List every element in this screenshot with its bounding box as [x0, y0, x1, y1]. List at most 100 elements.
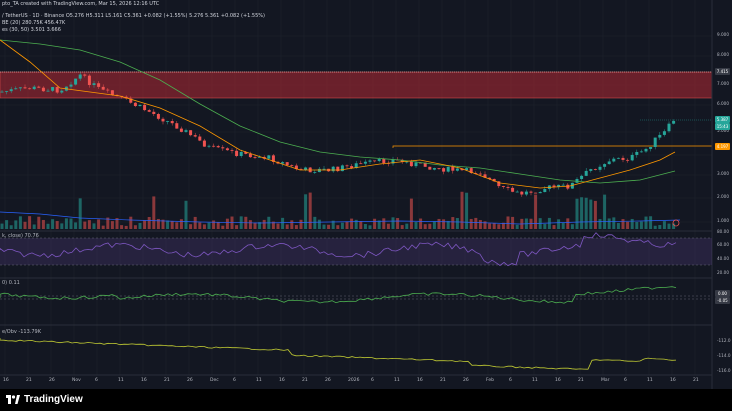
ma-legend[interactable]: es (30, 50) 3.501 3.666 [2, 27, 61, 33]
volume-bar [294, 225, 298, 229]
candle-body [667, 123, 671, 132]
candle-body [566, 184, 570, 189]
volume-bar [511, 216, 515, 229]
candle-body [212, 145, 216, 147]
rsi-legend[interactable]: k, close) 70.76 [2, 233, 39, 239]
candle-body [106, 89, 110, 91]
tradingview-logo-icon [6, 395, 20, 404]
volume-bar [603, 194, 607, 229]
candle-body [110, 90, 114, 95]
volume-bar [308, 192, 312, 229]
volume-bar [0, 223, 4, 229]
candle-body [391, 159, 395, 164]
tradingview-wordmark: TradingView [24, 394, 83, 405]
tradingview-logo[interactable]: TradingView [6, 394, 83, 405]
volume-bar [327, 224, 331, 229]
candle-body [97, 83, 101, 87]
date-label: 11 [532, 378, 538, 383]
volume-bar [336, 225, 340, 229]
volume-bar [83, 221, 87, 229]
candle-body [428, 166, 432, 170]
osc-line [0, 286, 677, 304]
volume-bar [478, 220, 482, 229]
candle-body [515, 191, 519, 193]
candle-body [497, 181, 501, 187]
candle-body [235, 150, 239, 156]
candle-body [414, 162, 418, 167]
symbol-ohlc-legend[interactable]: / TetherUS · 1D · Binance O5.276 H5.311 … [2, 13, 265, 19]
volume-bar [423, 224, 427, 229]
date-label: 26 [187, 378, 193, 383]
volume-bar [630, 218, 634, 229]
candle-body [626, 159, 630, 161]
candle-body [363, 161, 367, 164]
volume-bar [662, 221, 666, 229]
obv-line [0, 338, 677, 370]
volume-bar [635, 221, 639, 229]
candle-body [60, 90, 64, 93]
volume-bar [561, 222, 565, 229]
volume-bar [598, 219, 602, 229]
candle-body [14, 88, 18, 90]
volume-bar [285, 224, 289, 229]
level-price-tag: 4.197 [715, 143, 730, 150]
candle-body [465, 168, 469, 171]
candle-body [432, 168, 436, 170]
candle-body [405, 161, 409, 163]
date-label: 16 [141, 378, 147, 383]
candle-body [350, 166, 354, 169]
volume-bar [124, 225, 128, 229]
date-label: 26 [49, 378, 55, 383]
volume-bar [193, 216, 197, 229]
candle-body [216, 146, 220, 148]
candle-body [607, 161, 611, 165]
candle-body [304, 167, 308, 170]
volume-bar [584, 197, 588, 229]
volume-legend[interactable]: ВЕ (20) 280.75K 456.47K [2, 20, 66, 26]
volume-bar [101, 225, 105, 229]
candle-body [662, 131, 666, 135]
countdown-tag: 15:43 [715, 123, 730, 130]
alert-marker-icon[interactable] [672, 219, 680, 227]
osc-signal-tag: -0.05 [715, 297, 730, 304]
candle-body [23, 87, 27, 89]
candle-body [37, 86, 41, 88]
candle-body [18, 87, 22, 89]
candle-body [69, 84, 73, 87]
candle-body [501, 186, 505, 187]
osc-legend[interactable]: 0) 0.11 [2, 280, 20, 286]
candle-body [589, 169, 593, 171]
volume-bar [570, 224, 574, 229]
price-axis-label: 6.000 [717, 101, 729, 106]
candle-body [46, 90, 50, 92]
candle-body [382, 158, 386, 163]
candle-body [483, 174, 487, 178]
obv-legend[interactable]: e/Obv -113.79K [2, 329, 41, 335]
volume-bar [400, 225, 404, 229]
volume-bar [607, 218, 611, 229]
volume-bar [483, 221, 487, 229]
volume-bar [667, 223, 671, 229]
volume-bar [414, 222, 418, 229]
current-price-tag: 5.387 [715, 116, 730, 123]
candle-body [658, 134, 662, 138]
candle-body [239, 151, 243, 156]
candle-body [317, 168, 321, 173]
volume-bar [5, 220, 9, 229]
date-label: 21 [693, 378, 699, 383]
volume-bar [455, 218, 459, 229]
price-axis-label: 2.000 [717, 194, 729, 199]
candle-body [41, 87, 45, 92]
candle-body [593, 169, 597, 170]
candle-body [644, 148, 648, 152]
volume-bar [474, 217, 478, 229]
volume-bar [552, 225, 556, 229]
slow-ma-line [0, 39, 676, 184]
volume-bar [465, 192, 469, 229]
volume-bar [23, 221, 27, 229]
volume-bar [97, 219, 101, 229]
volume-bar [170, 220, 174, 229]
candle-body [147, 110, 151, 112]
volume-bar [340, 222, 344, 229]
